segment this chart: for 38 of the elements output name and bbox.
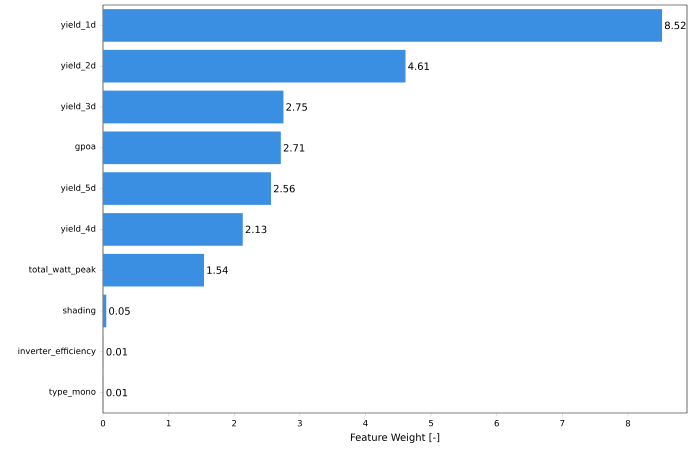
x-tick-label: 2 [232, 420, 236, 426]
y-tick-label: yield_1d [60, 21, 96, 30]
x-tick-label: 0 [100, 420, 106, 426]
y-tick-label: type_mono [49, 388, 96, 397]
y-tick-label: gpoa [75, 144, 96, 152]
y-tick-label: inverter_efficiency [18, 348, 96, 356]
data-label: 8.52 [664, 22, 686, 30]
bar [102, 254, 204, 287]
data-label: 0.01 [106, 348, 128, 356]
data-label: 4.61 [408, 62, 429, 70]
bar [102, 9, 662, 42]
data-label: 2.71 [284, 144, 304, 152]
bar [102, 90, 284, 124]
x-axis-title: Feature Weight [-] [350, 433, 440, 443]
x-tick-label: 1 [166, 420, 171, 426]
y-tick-label: yield_4d [60, 225, 96, 234]
x-tick-label: 4 [363, 420, 368, 426]
bar [102, 50, 406, 83]
x-tick-label: 3 [298, 420, 302, 426]
data-label: 2.13 [246, 226, 266, 234]
data-label: 0.05 [109, 307, 130, 315]
y-tick-label: yield_2d [60, 62, 96, 70]
bar [102, 131, 281, 164]
data-label: 2.75 [286, 103, 307, 111]
bar [102, 294, 106, 328]
y-tick-label: yield_3d [60, 102, 96, 112]
y-tick-label: total_watt_peak [28, 266, 96, 274]
data-label: 0.01 [106, 388, 128, 396]
data-label: 1.54 [207, 266, 228, 274]
x-tick-label: 5 [429, 420, 434, 426]
y-tick-label: shading [62, 306, 96, 316]
y-tick-label: yield_5d [60, 184, 96, 193]
bar [102, 213, 243, 246]
x-tick-label: 8 [626, 420, 630, 426]
bar [102, 172, 271, 205]
data-label: 2.56 [274, 184, 295, 192]
x-tick-label: 7 [560, 420, 564, 426]
x-tick-label: 6 [494, 420, 499, 426]
